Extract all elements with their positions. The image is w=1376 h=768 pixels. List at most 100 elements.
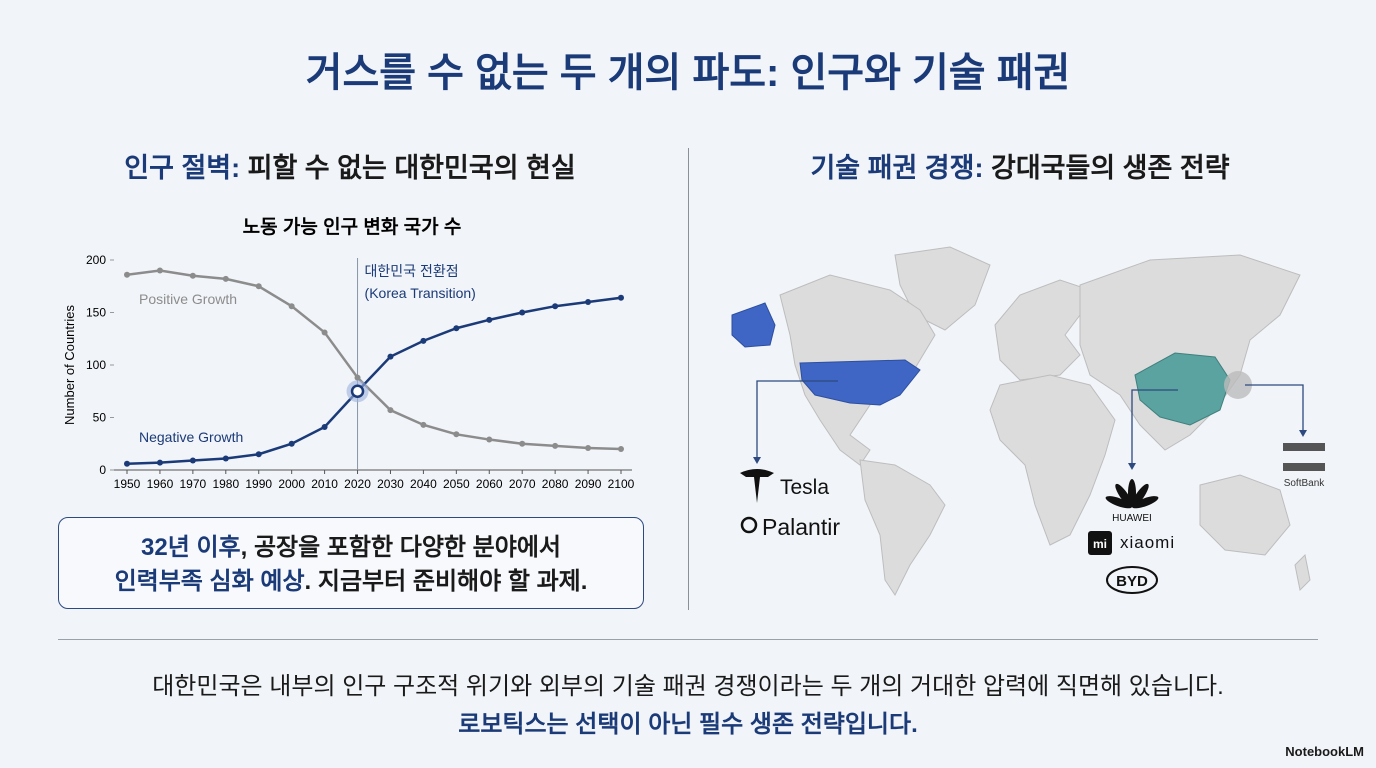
- heading-rest: 강대국들의 생존 전략: [983, 153, 1230, 183]
- y-tick-label: 200: [86, 253, 106, 267]
- japan-connector: [1245, 384, 1304, 430]
- australia: [1199, 474, 1291, 556]
- left-heading: 인구 절벽: 피할 수 없는 대한민국의 현실: [60, 146, 640, 185]
- callout: 32년 이후, 공장을 포함한 다양한 분야에서 인력부족 심화 예상. 지금부…: [58, 517, 644, 609]
- series-line: [126, 269, 622, 451]
- point: [585, 299, 592, 305]
- alaska: [731, 302, 776, 348]
- x-tick-label: 2100: [608, 477, 635, 491]
- connectors: [756, 380, 1304, 463]
- heading-emph: 인구 절벽:: [124, 153, 241, 183]
- point: [189, 272, 196, 279]
- point: [156, 267, 163, 274]
- callout-emph: 32년 이후: [141, 534, 241, 561]
- point: [519, 440, 526, 447]
- x-tick-label: 1980: [212, 477, 239, 491]
- continents: [779, 246, 1311, 596]
- title: 거스를 수 없는 두 개의 파도: 인구와 기술 패권: [305, 51, 1071, 95]
- callout-line: 인력부족 심화 예상. 지금부터 준비해야 할 과제.: [59, 565, 643, 599]
- callout-emph: 인력부족 심화 예상: [114, 568, 305, 595]
- x-tick-label: 2020: [344, 477, 371, 491]
- point: [618, 294, 624, 301]
- point: [486, 436, 493, 443]
- point: [486, 316, 493, 323]
- transition-label: 대한민국 전환점: [365, 263, 459, 279]
- callout-text: , 공장을 포함한 다양한 분야에서: [240, 534, 561, 561]
- palantir-icon: [740, 516, 758, 534]
- point: [453, 325, 460, 332]
- y-tick-label: 0: [99, 463, 106, 477]
- usa: [799, 359, 921, 406]
- arrowheads: [753, 430, 1307, 470]
- company: Palantir: [762, 514, 840, 540]
- point: [618, 446, 624, 452]
- point: [156, 459, 163, 466]
- softbank-icon: [1283, 463, 1325, 471]
- heading-emph: 기술 패권 경쟁:: [810, 153, 984, 183]
- company: BYD: [1116, 573, 1148, 590]
- petal: [1131, 483, 1149, 508]
- point: [552, 303, 559, 310]
- arrowhead: [753, 457, 761, 464]
- tesla-icon: [740, 469, 774, 503]
- transition-label: (Korea Transition): [365, 285, 476, 301]
- y-axis-label: Number of Countries: [62, 305, 77, 425]
- rule: [58, 639, 1318, 640]
- europe: [994, 279, 1091, 381]
- point: [288, 440, 295, 447]
- softbank-icon: [1283, 443, 1325, 451]
- footer-text: 대한민국은 내부의 인구 구조적 위기와 외부의 기술 패권 경쟁이라는 두 개…: [152, 673, 1224, 700]
- x-tick-label: 1990: [245, 477, 272, 491]
- south-america: [859, 459, 946, 596]
- africa: [989, 374, 1116, 546]
- x-tick-label: 1950: [114, 477, 141, 491]
- point: [255, 451, 262, 458]
- point: [321, 423, 328, 430]
- japan: [1224, 371, 1252, 399]
- point: [288, 303, 295, 310]
- x-tick-label: 2090: [575, 477, 602, 491]
- callout-line: 32년 이후, 공장을 포함한 다양한 분야에서: [59, 531, 643, 565]
- point: [585, 444, 592, 451]
- x-tick-label: 1970: [180, 477, 207, 491]
- petal: [1105, 496, 1133, 509]
- point: [222, 455, 229, 462]
- china: [1134, 352, 1231, 426]
- y-tick-label: 150: [86, 306, 106, 320]
- x-tick-label: 2050: [443, 477, 470, 491]
- point: [124, 460, 130, 467]
- world-map: Tesla Palantir HUAWEI mi xiaomi BYD Soft…: [731, 246, 1326, 596]
- point: [354, 374, 361, 381]
- point: [552, 442, 559, 449]
- xiaomi-icon-text: mi: [1093, 537, 1107, 551]
- x-tick-label: 2000: [278, 477, 305, 491]
- byd-icon: [1106, 566, 1158, 594]
- point: [519, 309, 526, 316]
- company: SoftBank: [1284, 478, 1326, 489]
- y-tick-label: 50: [93, 411, 107, 425]
- company: Tesla: [780, 476, 829, 499]
- point: [222, 275, 229, 282]
- heading-rest: 피할 수 없는 대한민국의 현실: [240, 153, 576, 183]
- point: [321, 329, 328, 336]
- point: [387, 353, 394, 360]
- point: [189, 457, 196, 464]
- footer-emph: 로보틱스는 선택이 아닌 필수 생존 전략입니다.: [458, 711, 918, 738]
- chart: 노동 가능 인구 변화 국가 수 Number of Countries 0 50 10…: [62, 216, 635, 491]
- callout-text: . 지금부터 준비해야 할 과제.: [304, 568, 588, 595]
- series-label: Positive Growth: [139, 291, 237, 307]
- y-tick-label: 100: [86, 358, 106, 372]
- point: [420, 337, 427, 344]
- point: [124, 271, 130, 278]
- chart-title: 노동 가능 인구 변화 국가 수: [243, 216, 462, 238]
- china-connector: [1131, 389, 1178, 463]
- point: [453, 431, 460, 438]
- petal: [1131, 496, 1159, 509]
- xiaomi-icon: [1088, 531, 1112, 555]
- x-tick-label: 2070: [509, 477, 536, 491]
- transition-marker: [350, 384, 365, 398]
- point: [387, 407, 394, 414]
- company: HUAWEI: [1112, 513, 1152, 524]
- x-tick-label: 2030: [377, 477, 404, 491]
